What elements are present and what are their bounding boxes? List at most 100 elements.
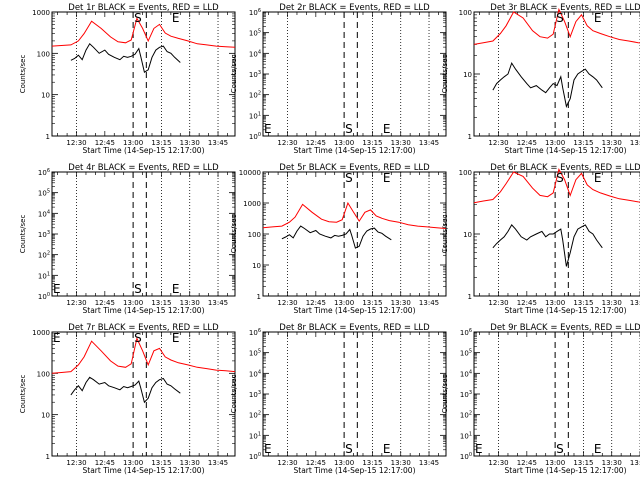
x-tick-label: 13:45 bbox=[419, 459, 439, 467]
y-tick-label: 105 bbox=[249, 29, 261, 38]
x-tick-label: 13:00 bbox=[123, 139, 143, 147]
y-tick-label: 106 bbox=[249, 328, 261, 337]
series-line-lld bbox=[473, 168, 640, 204]
y-tick-label: 102 bbox=[38, 251, 50, 260]
x-tick-label: 13:30 bbox=[180, 139, 200, 147]
x-tick-label: 12:30 bbox=[277, 459, 297, 467]
marker-label-e: E bbox=[264, 442, 272, 456]
y-tick-label: 106 bbox=[38, 168, 50, 177]
y-tick-label: 100 bbox=[460, 452, 472, 461]
marker-label-s: S bbox=[345, 442, 353, 456]
detector-panel-2: Det 2r BLACK = Events, RED = LLD 100 101 10… bbox=[230, 3, 447, 155]
x-tick-label: 13:30 bbox=[391, 459, 411, 467]
marker-label-s: S bbox=[556, 171, 564, 185]
y-axis-label: Counts/sec bbox=[441, 55, 449, 94]
x-tick-label: 12:30 bbox=[66, 459, 86, 467]
y-axis-label: Counts/sec bbox=[19, 215, 27, 254]
x-tick-label: 12:30 bbox=[277, 139, 297, 147]
marker-label-s: S bbox=[134, 11, 142, 25]
x-tick-label: 13:30 bbox=[180, 459, 200, 467]
marker-label-e: E bbox=[172, 331, 180, 345]
y-tick-label: 103 bbox=[249, 390, 261, 399]
x-tick-label: 13:45 bbox=[630, 459, 640, 467]
marker-label-s: S bbox=[134, 282, 142, 296]
y-tick-label: 106 bbox=[460, 328, 472, 337]
y-tick-label: 100 bbox=[37, 50, 50, 58]
x-tick-label: 13:45 bbox=[419, 299, 439, 307]
marker-label-s: S bbox=[345, 122, 353, 136]
panel-title: Det 4r BLACK = Events, RED = LLD bbox=[68, 163, 219, 173]
y-tick-label: 101 bbox=[38, 271, 50, 280]
x-tick-label: 12:45 bbox=[95, 459, 115, 467]
panel-title: Det 6r BLACK = Events, RED = LLD bbox=[490, 163, 640, 173]
y-tick-label: 100 bbox=[459, 9, 472, 17]
x-tick-label: 12:30 bbox=[488, 299, 508, 307]
x-axis-label: Start Time (14-Sep-15 12:17:00) bbox=[505, 146, 627, 155]
y-tick-label: 104 bbox=[38, 209, 50, 218]
marker-label-s: S bbox=[556, 11, 564, 25]
x-tick-label: 13:30 bbox=[391, 139, 411, 147]
x-tick-label: 13:30 bbox=[602, 299, 622, 307]
y-tick-label: 103 bbox=[38, 230, 50, 239]
x-tick-label: 12:30 bbox=[488, 139, 508, 147]
marker-label-e: E bbox=[594, 442, 602, 456]
detector-panel-5: Det 5r BLACK = Events, RED = LLD 1 10 100 10… bbox=[230, 163, 447, 315]
panel-title: Det 8r BLACK = Events, RED = LLD bbox=[279, 323, 430, 333]
marker-label-e: E bbox=[594, 11, 602, 25]
detector-panel-8: Det 8r BLACK = Events, RED = LLD 100 101 10… bbox=[230, 323, 447, 475]
detector-panel-1: Det 1r BLACK = Events, RED = LLD 1 10 100 10… bbox=[19, 3, 236, 155]
x-tick-label: 12:45 bbox=[95, 299, 115, 307]
y-tick-label: 102 bbox=[249, 411, 261, 420]
plot-frame bbox=[262, 331, 447, 457]
x-tick-label: 13:45 bbox=[208, 299, 228, 307]
detector-panel-4: Det 4r BLACK = Events, RED = LLD 100 101 10… bbox=[19, 163, 236, 315]
y-tick-label: 1 bbox=[468, 293, 472, 301]
series-line-events bbox=[70, 376, 181, 404]
y-tick-label: 106 bbox=[249, 8, 261, 17]
x-tick-label: 13:30 bbox=[180, 299, 200, 307]
y-axis-label: Counts/sec bbox=[230, 215, 238, 254]
panel-title: Det 3r BLACK = Events, RED = LLD bbox=[490, 3, 640, 13]
marker-label-s: S bbox=[345, 171, 353, 185]
x-tick-label: 12:45 bbox=[517, 299, 537, 307]
x-tick-label: 12:30 bbox=[66, 299, 86, 307]
x-axis-label: Start Time (14-Sep-15 12:17:00) bbox=[294, 466, 416, 475]
x-tick-label: 12:30 bbox=[277, 299, 297, 307]
x-tick-label: 13:15 bbox=[151, 139, 171, 147]
panel-title: Det 5r BLACK = Events, RED = LLD bbox=[279, 163, 430, 173]
y-tick-label: 100 bbox=[249, 452, 261, 461]
detector-panel-9: Det 9r BLACK = Events, RED = LLD 100 101 10… bbox=[441, 323, 640, 475]
y-tick-label: 102 bbox=[460, 411, 472, 420]
marker-label-e: E bbox=[383, 442, 391, 456]
x-tick-label: 13:15 bbox=[573, 139, 593, 147]
y-axis-label: Counts/sec bbox=[230, 375, 238, 414]
y-tick-label: 100 bbox=[248, 231, 261, 239]
marker-label-e: E bbox=[53, 331, 61, 345]
x-tick-label: 13:00 bbox=[334, 139, 354, 147]
x-tick-label: 13:15 bbox=[151, 459, 171, 467]
series-line-events bbox=[492, 61, 603, 108]
x-tick-label: 13:15 bbox=[362, 299, 382, 307]
x-axis-label: Start Time (14-Sep-15 12:17:00) bbox=[505, 466, 627, 475]
y-axis-label: Counts/sec bbox=[19, 375, 27, 414]
y-tick-label: 100 bbox=[249, 132, 261, 141]
x-tick-label: 13:15 bbox=[362, 459, 382, 467]
marker-label-e: E bbox=[594, 171, 602, 185]
y-tick-label: 104 bbox=[460, 369, 472, 378]
series-line-events bbox=[492, 224, 603, 267]
marker-label-e: E bbox=[172, 282, 180, 296]
panel-title: Det 2r BLACK = Events, RED = LLD bbox=[279, 3, 430, 13]
series-line-events bbox=[281, 225, 392, 249]
x-tick-label: 12:45 bbox=[306, 459, 326, 467]
series-line-lld bbox=[51, 336, 236, 374]
x-tick-label: 13:45 bbox=[419, 139, 439, 147]
series-line-lld bbox=[262, 201, 447, 229]
marker-label-e: E bbox=[172, 11, 180, 25]
y-tick-label: 103 bbox=[460, 390, 472, 399]
x-tick-label: 13:00 bbox=[123, 459, 143, 467]
y-axis-label: Counts/sec bbox=[230, 55, 238, 94]
x-tick-label: 13:30 bbox=[602, 139, 622, 147]
y-tick-label: 105 bbox=[38, 189, 50, 198]
x-tick-label: 13:15 bbox=[573, 299, 593, 307]
y-tick-label: 1 bbox=[46, 453, 50, 461]
